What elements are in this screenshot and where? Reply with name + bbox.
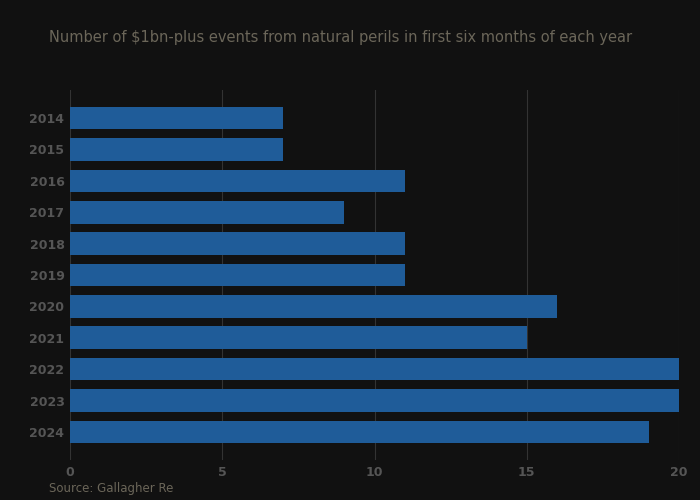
Bar — [70, 107, 283, 130]
Bar — [70, 264, 405, 286]
Bar — [70, 232, 405, 255]
Bar — [70, 389, 679, 412]
Bar — [70, 138, 283, 161]
Bar — [70, 170, 405, 192]
Bar — [70, 326, 526, 349]
Bar — [70, 201, 344, 224]
Text: Number of $1bn-plus events from natural perils in first six months of each year: Number of $1bn-plus events from natural … — [49, 30, 632, 45]
Bar — [70, 420, 649, 443]
Bar — [70, 295, 557, 318]
Bar — [70, 358, 679, 380]
Text: Source: Gallagher Re: Source: Gallagher Re — [49, 482, 174, 495]
